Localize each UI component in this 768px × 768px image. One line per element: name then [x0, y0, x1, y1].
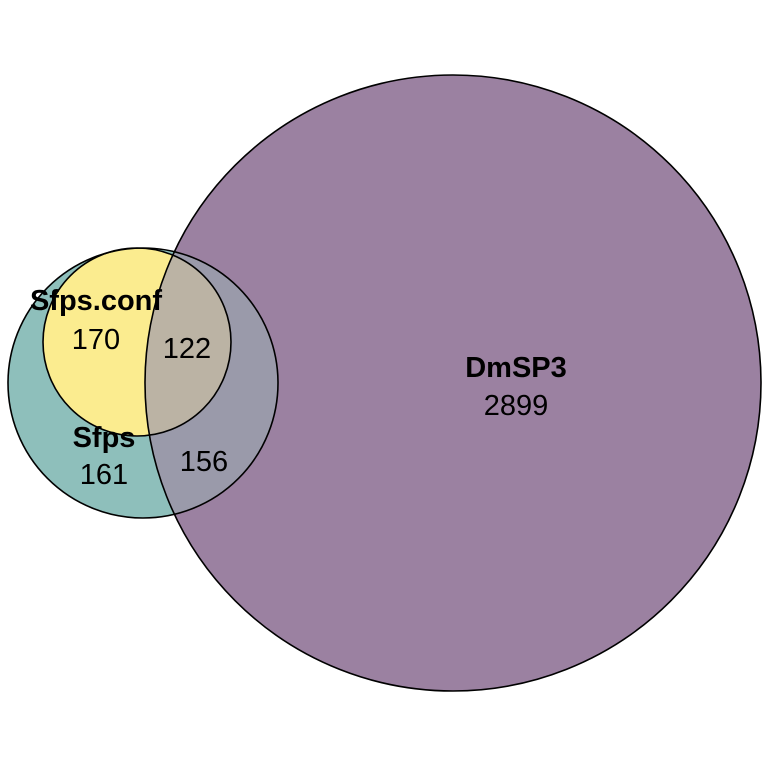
label-dmsp3-only-count: 2899: [484, 390, 549, 422]
label-sfps-dmsp3-count: 156: [180, 446, 228, 478]
label-sfps-conf-dmsp3-count: 122: [163, 333, 211, 365]
set-sfps-conf-outline: [42, 247, 232, 437]
label-sfps-only-count: 161: [80, 459, 128, 491]
label-sfps-conf-name: Sfps.conf: [30, 285, 162, 317]
region-sfps-conf-dmsp3-overlap: [145, 248, 231, 436]
label-dmsp3-name: DmSP3: [465, 352, 567, 384]
set-dmsp3-circle: [145, 75, 761, 691]
label-sfps-conf-only-count: 170: [72, 324, 120, 356]
label-sfps-name: Sfps: [73, 422, 136, 454]
set-dmsp3-outline: [144, 74, 762, 692]
